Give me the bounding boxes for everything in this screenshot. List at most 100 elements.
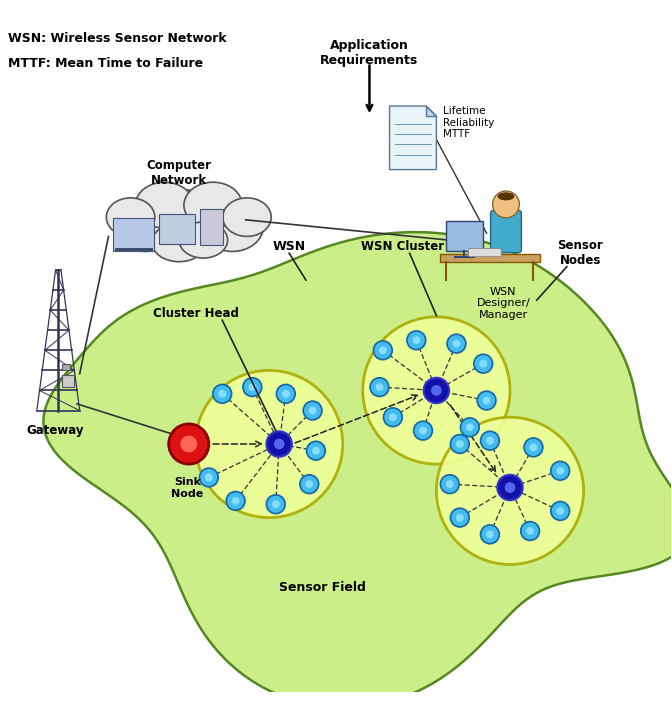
Circle shape <box>274 438 284 449</box>
Ellipse shape <box>222 198 271 236</box>
Circle shape <box>249 383 256 391</box>
Circle shape <box>414 421 432 440</box>
Ellipse shape <box>202 201 263 251</box>
Text: Sink
Node: Sink Node <box>171 478 204 499</box>
Circle shape <box>407 331 425 350</box>
Circle shape <box>480 431 499 450</box>
Circle shape <box>482 396 491 404</box>
Circle shape <box>308 406 317 414</box>
Circle shape <box>505 482 515 493</box>
Circle shape <box>266 495 285 513</box>
Circle shape <box>213 384 232 403</box>
FancyBboxPatch shape <box>491 211 521 253</box>
Circle shape <box>486 531 494 538</box>
Circle shape <box>521 522 540 540</box>
Circle shape <box>436 417 583 565</box>
Circle shape <box>446 481 454 488</box>
Circle shape <box>431 385 442 396</box>
Circle shape <box>376 383 384 391</box>
Circle shape <box>232 497 239 505</box>
Circle shape <box>305 481 313 488</box>
Circle shape <box>480 525 499 544</box>
Circle shape <box>266 431 292 457</box>
FancyBboxPatch shape <box>113 218 154 251</box>
Text: Sensor
Nodes: Sensor Nodes <box>557 238 603 266</box>
Circle shape <box>218 390 226 398</box>
FancyBboxPatch shape <box>159 214 195 244</box>
Ellipse shape <box>498 192 514 201</box>
Circle shape <box>450 508 469 527</box>
Circle shape <box>180 436 197 453</box>
Circle shape <box>474 354 493 373</box>
Ellipse shape <box>184 182 242 228</box>
Circle shape <box>524 438 543 457</box>
Text: MTTF: Mean Time to Failure: MTTF: Mean Time to Failure <box>8 57 203 70</box>
Text: WSN
Designer/
Manager: WSN Designer/ Manager <box>476 287 530 320</box>
Circle shape <box>530 443 538 451</box>
Circle shape <box>303 401 322 420</box>
Circle shape <box>413 336 420 344</box>
Text: Computer
Network: Computer Network <box>146 159 211 187</box>
Text: WSN Cluster: WSN Cluster <box>362 241 444 253</box>
Text: Sensor Field: Sensor Field <box>279 581 366 594</box>
FancyBboxPatch shape <box>62 363 70 371</box>
Circle shape <box>389 413 397 421</box>
Circle shape <box>447 334 466 353</box>
Text: Gateway: Gateway <box>26 424 84 437</box>
Circle shape <box>272 501 280 508</box>
Circle shape <box>551 501 570 521</box>
Ellipse shape <box>106 198 155 236</box>
Circle shape <box>300 475 319 493</box>
FancyBboxPatch shape <box>468 248 501 256</box>
Text: WSN: WSN <box>273 241 306 253</box>
Polygon shape <box>390 106 436 170</box>
Circle shape <box>460 418 479 437</box>
Circle shape <box>200 468 218 487</box>
Circle shape <box>556 467 564 475</box>
Polygon shape <box>426 106 436 116</box>
Ellipse shape <box>135 182 194 228</box>
Polygon shape <box>44 232 672 708</box>
Ellipse shape <box>145 190 233 256</box>
Circle shape <box>440 475 459 493</box>
Text: Lifetime
Reliability
MTTF: Lifetime Reliability MTTF <box>443 106 495 139</box>
FancyBboxPatch shape <box>446 221 483 251</box>
Ellipse shape <box>179 222 228 258</box>
FancyBboxPatch shape <box>62 375 74 387</box>
Circle shape <box>196 371 343 518</box>
Circle shape <box>243 378 261 396</box>
Circle shape <box>486 437 494 445</box>
Circle shape <box>479 360 487 368</box>
Circle shape <box>423 378 449 403</box>
Circle shape <box>466 423 474 431</box>
FancyBboxPatch shape <box>439 254 540 262</box>
Ellipse shape <box>114 201 176 251</box>
Circle shape <box>282 390 290 398</box>
Circle shape <box>493 191 519 218</box>
Circle shape <box>551 461 570 480</box>
Circle shape <box>526 527 534 535</box>
Circle shape <box>497 475 523 501</box>
Text: Cluster Head: Cluster Head <box>153 307 239 320</box>
Ellipse shape <box>152 223 206 262</box>
Circle shape <box>456 440 464 448</box>
Circle shape <box>312 447 320 455</box>
Text: WSN: Wireless Sensor Network: WSN: Wireless Sensor Network <box>8 32 226 46</box>
Circle shape <box>452 340 460 348</box>
Circle shape <box>306 441 325 460</box>
Circle shape <box>419 427 427 435</box>
Text: Application
Requirements: Application Requirements <box>321 39 419 67</box>
Circle shape <box>456 513 464 521</box>
Circle shape <box>363 317 510 464</box>
FancyBboxPatch shape <box>200 209 223 245</box>
Circle shape <box>169 424 209 464</box>
Circle shape <box>556 507 564 515</box>
Circle shape <box>276 384 295 403</box>
Circle shape <box>477 391 496 410</box>
Circle shape <box>370 378 389 396</box>
Circle shape <box>226 491 245 511</box>
Circle shape <box>205 473 213 481</box>
Circle shape <box>374 341 392 360</box>
Circle shape <box>450 435 469 453</box>
Circle shape <box>379 346 387 354</box>
